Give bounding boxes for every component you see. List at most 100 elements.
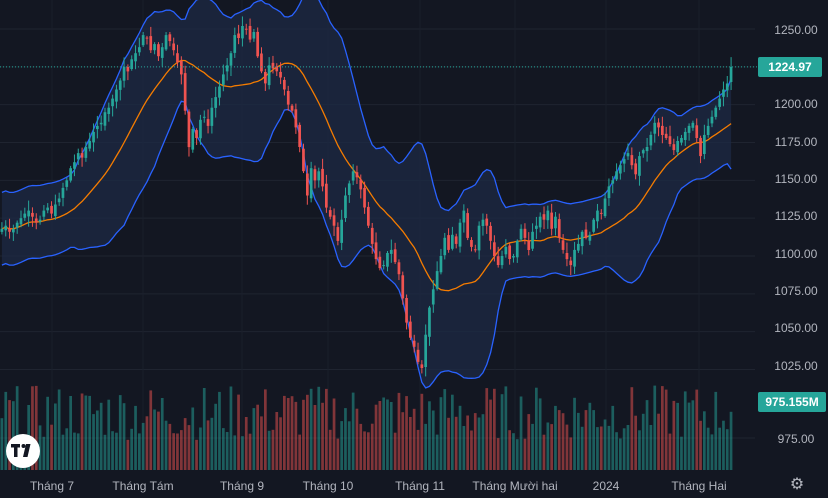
candle	[493, 235, 496, 262]
candle-body	[328, 210, 332, 217]
volume-bar	[386, 399, 389, 470]
candle-body	[12, 228, 15, 233]
volume-bar	[252, 408, 256, 470]
candle	[565, 242, 569, 267]
candle-body	[561, 240, 565, 250]
candle-body	[256, 31, 259, 57]
candle	[401, 271, 405, 305]
candle	[557, 213, 561, 243]
candle-body	[15, 222, 19, 228]
candle	[279, 62, 282, 85]
candle-body	[508, 245, 511, 259]
candle-body	[96, 125, 99, 130]
candle-body	[599, 212, 603, 214]
candle-body	[725, 83, 729, 91]
volume-bar	[336, 438, 340, 470]
candle	[73, 154, 76, 177]
candle-body	[546, 210, 550, 221]
volume-bar	[267, 430, 271, 470]
volume-bar	[554, 405, 557, 470]
candle	[638, 151, 641, 186]
last-price-label: 1224.97	[768, 60, 812, 74]
volume-bar	[107, 399, 111, 470]
candle-body	[512, 256, 515, 258]
candle	[325, 174, 328, 213]
volume-bar	[439, 397, 443, 470]
y-axis[interactable]: 1250.00 1200.00 1175.00 1150.00 1125.00 …	[774, 23, 818, 446]
candle	[214, 86, 217, 118]
volume-bar	[397, 392, 401, 470]
candle	[130, 55, 133, 71]
volume-bar	[42, 436, 46, 470]
candle-body	[378, 256, 382, 269]
candle-body	[439, 256, 443, 273]
candle-body	[703, 134, 706, 154]
candle-body	[649, 134, 653, 146]
volume-bar	[592, 410, 595, 470]
candle-body	[149, 36, 153, 51]
candle	[512, 253, 515, 263]
candle	[153, 42, 156, 55]
tradingview-logo-icon[interactable]	[6, 434, 40, 468]
candle	[222, 64, 225, 92]
volume-bar	[294, 401, 298, 470]
volume-bar	[145, 416, 149, 470]
volume-bars	[0, 385, 733, 470]
candle	[454, 233, 458, 249]
candle	[38, 215, 42, 225]
candle-body	[244, 28, 248, 30]
candle	[699, 135, 702, 164]
candle	[172, 37, 175, 56]
volume-bar	[256, 404, 259, 470]
candle-body	[706, 125, 710, 135]
volume-bar	[172, 433, 175, 470]
y-tick-label: 1075.00	[774, 284, 818, 298]
volume-bar	[729, 411, 733, 470]
volume-bar	[393, 432, 397, 470]
candle	[603, 192, 607, 218]
candle-body	[496, 256, 500, 265]
candle-body	[157, 44, 160, 57]
volume-bar	[218, 391, 221, 470]
candle	[439, 248, 443, 275]
settings-gear-icon[interactable]: ⚙	[789, 476, 805, 493]
volume-bar	[588, 402, 592, 470]
volume-bar	[611, 405, 615, 470]
volume-bar	[691, 400, 695, 470]
x-axis[interactable]: Tháng 7 Tháng Tám Tháng 9 Tháng 10 Tháng…	[30, 479, 727, 493]
candle	[428, 305, 431, 346]
candle	[283, 76, 286, 96]
candle-body	[191, 128, 195, 150]
candle	[504, 239, 508, 258]
candle-body	[485, 218, 489, 226]
candle-body	[493, 242, 496, 256]
last-volume-badge: 975.155M	[758, 392, 826, 412]
volume-bar	[485, 388, 489, 470]
candle	[19, 210, 23, 228]
volume-bar	[344, 408, 347, 470]
candle	[695, 118, 699, 143]
volume-bar	[271, 429, 275, 470]
candle	[176, 44, 179, 68]
candle	[645, 138, 649, 162]
candle-body	[687, 125, 691, 133]
volume-bar	[703, 411, 706, 470]
candle-body	[325, 183, 328, 208]
candle	[321, 158, 324, 192]
candle	[653, 116, 657, 143]
candle	[233, 27, 237, 58]
candle-body	[145, 37, 149, 39]
candle-body	[103, 112, 107, 126]
candle-body	[115, 89, 118, 102]
volume-bar	[473, 413, 477, 470]
volume-bar	[672, 400, 676, 470]
volume-bar	[0, 418, 4, 470]
candle	[519, 224, 523, 242]
candle	[703, 124, 706, 160]
candle	[248, 18, 252, 43]
volume-bar	[180, 430, 183, 470]
volume-bar	[370, 423, 374, 470]
candle-body	[271, 62, 275, 69]
candle	[550, 203, 553, 236]
